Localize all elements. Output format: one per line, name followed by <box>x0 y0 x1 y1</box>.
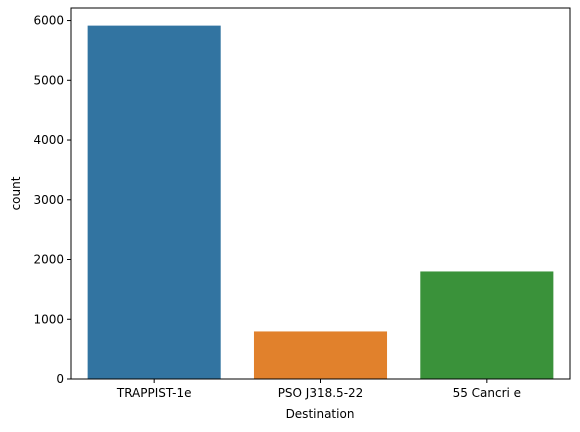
bar-pso-j318-5-22 <box>253 331 388 379</box>
y-tick-label: 6000 <box>33 14 64 28</box>
bars-group <box>87 25 554 379</box>
x-axis-ticks: TRAPPIST-1e PSO J318.5-22 55 Cancri e <box>116 379 521 400</box>
y-axis-ticks: 0 1000 2000 3000 4000 5000 6000 <box>33 14 71 386</box>
x-axis-label: Destination <box>286 407 355 421</box>
y-tick-label: 5000 <box>33 73 64 87</box>
x-tick-label: TRAPPIST-1e <box>116 386 192 400</box>
bar-trappist-1e <box>87 25 221 379</box>
x-tick-label: PSO J318.5-22 <box>278 386 364 400</box>
y-tick-label: 1000 <box>33 312 64 326</box>
bar-55-cancri-e <box>420 271 554 379</box>
y-tick-label: 3000 <box>33 193 64 207</box>
y-axis-label: count <box>9 176 23 210</box>
x-tick-label: 55 Cancri e <box>453 386 521 400</box>
y-tick-label: 0 <box>56 372 64 386</box>
y-tick-label: 2000 <box>33 253 64 267</box>
y-tick-label: 4000 <box>33 133 64 147</box>
